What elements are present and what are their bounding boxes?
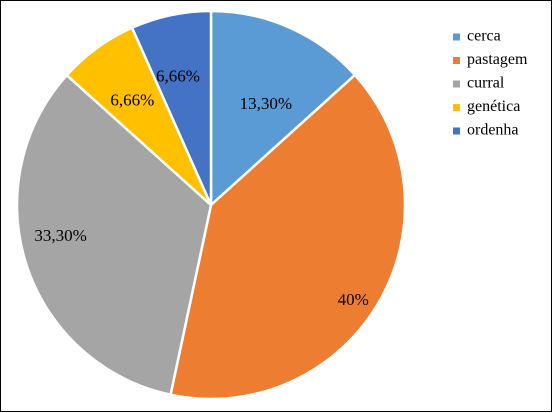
- legend-item-curral: curral: [453, 75, 505, 92]
- legend-swatch-cerca: [453, 33, 460, 41]
- legend-swatch-ordenha: [453, 127, 460, 135]
- legend: cerca pastagem curral genética ordenha: [453, 28, 528, 139]
- data-label-curral: 33,30%: [34, 226, 86, 245]
- data-label-ordenha: 6,66%: [156, 66, 200, 85]
- legend-item-genetica: genética: [453, 98, 520, 115]
- legend-item-pastagem: pastagem: [453, 51, 528, 68]
- legend-swatch-curral: [453, 80, 460, 88]
- legend-label-pastagem: pastagem: [467, 51, 528, 68]
- data-label-cerca: 13,30%: [240, 94, 292, 113]
- legend-swatch-pastagem: [453, 57, 460, 64]
- pie-data-labels: 13,30% 40% 33,30% 6,66%6,66%: [34, 66, 368, 309]
- pie-slice-cerca: [209, 9, 357, 207]
- pie-slice-ordenha: [130, 9, 213, 207]
- pie-slice-pastagem: [169, 73, 407, 401]
- legend-label-curral: curral: [467, 75, 505, 92]
- data-label-genetica: 6,66%: [110, 91, 154, 110]
- legend-label-cerca: cerca: [467, 28, 501, 45]
- legend-label-ordenha: ordenha: [467, 122, 519, 139]
- pie-slices: [15, 9, 407, 401]
- legend-swatch-genetica: [453, 104, 460, 111]
- legend-label-genetica: genética: [467, 98, 520, 115]
- data-label-pastagem: 40%: [338, 290, 369, 309]
- pie-slice-curral: [15, 73, 213, 396]
- legend-item-ordenha: ordenha: [453, 122, 519, 139]
- legend-item-cerca: cerca: [453, 28, 501, 45]
